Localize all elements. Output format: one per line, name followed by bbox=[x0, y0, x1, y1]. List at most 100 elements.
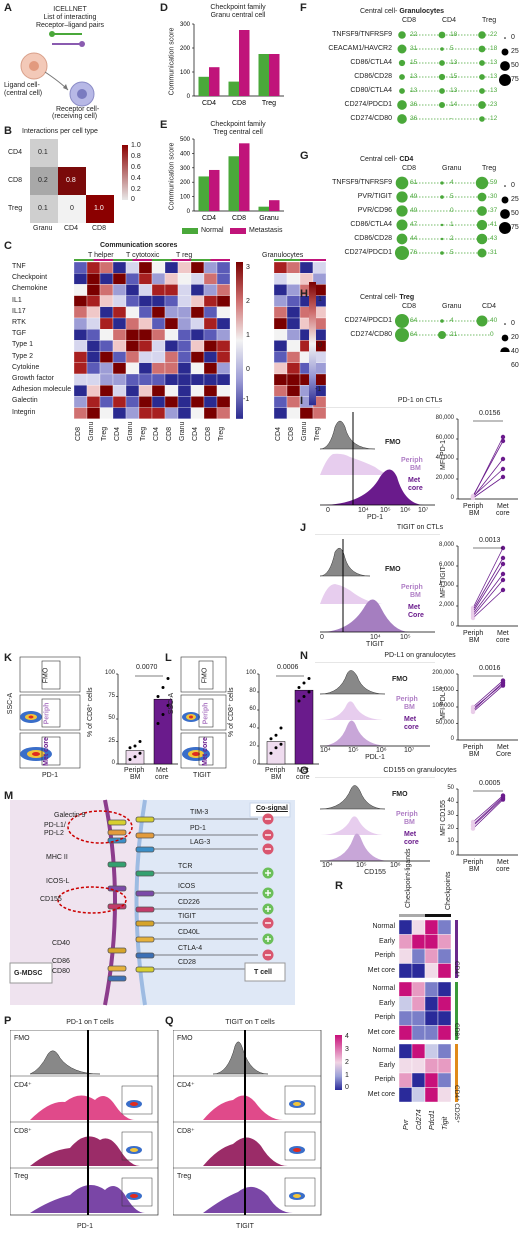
heatmap-cell bbox=[86, 273, 101, 285]
y-tick-label: 200 bbox=[180, 180, 191, 186]
heatmap-cell bbox=[125, 317, 140, 330]
hist-tick: 10⁵ bbox=[380, 507, 391, 514]
heatmap-col-label: Granu bbox=[179, 421, 186, 441]
y-tick-label: 50,000 bbox=[435, 719, 454, 726]
heatmap-col-cd8: CD8 bbox=[92, 225, 107, 232]
pair-line bbox=[472, 547, 504, 609]
receptor-shape bbox=[135, 966, 155, 973]
data-point bbox=[138, 751, 142, 755]
scale-right-tick: -1 bbox=[315, 386, 322, 393]
data-point bbox=[269, 737, 273, 741]
heatmap-col-label: Granu bbox=[88, 421, 95, 441]
panel-label-b: B bbox=[4, 125, 12, 137]
heatmap-cell bbox=[286, 317, 301, 330]
pair-line bbox=[472, 797, 504, 827]
heatmap-cell bbox=[203, 396, 218, 408]
heatmap-cell bbox=[273, 373, 288, 386]
legend-metastasis: Metastasis bbox=[249, 227, 283, 234]
point-met bbox=[500, 587, 506, 593]
heatmap-cell bbox=[398, 981, 413, 997]
y-tick-label: 40 bbox=[249, 724, 256, 730]
dot-row-label: CD274/PDCD1 bbox=[344, 101, 392, 108]
heatmap-cell bbox=[398, 1010, 413, 1026]
size-legend-dot bbox=[500, 61, 510, 71]
heatmap-cell bbox=[86, 284, 101, 296]
heatmap-cell bbox=[138, 261, 153, 274]
heatmap-cell bbox=[286, 261, 301, 274]
scale-left-tick: -1 bbox=[243, 396, 250, 403]
heatmap-row-label: IL17 bbox=[12, 307, 26, 315]
data-point bbox=[156, 722, 160, 725]
heatmap-cell bbox=[151, 351, 166, 363]
ligand-label: Galectin 9 bbox=[54, 812, 86, 819]
heatmap-cell bbox=[190, 284, 205, 296]
data-point bbox=[128, 758, 132, 761]
heatmap-row-label: Early bbox=[379, 1061, 395, 1069]
cell-value: 0.8 bbox=[66, 177, 76, 184]
point-met bbox=[500, 474, 506, 480]
heatmap-cell bbox=[164, 407, 179, 419]
heatmap-cell bbox=[273, 351, 288, 363]
dot-value: 37 bbox=[490, 207, 498, 214]
heatmap-cell bbox=[190, 273, 205, 285]
y-tick-label: 4,000 bbox=[438, 582, 454, 588]
heatmap-cell bbox=[151, 329, 166, 341]
ligand-cell-label: Ligand cell- bbox=[4, 82, 40, 89]
dot-col-header: CD4 bbox=[482, 303, 497, 310]
heatmap-cell bbox=[411, 1025, 426, 1041]
dot-value: 64 bbox=[410, 331, 418, 338]
dot bbox=[396, 233, 408, 245]
panel-label-e: E bbox=[160, 119, 168, 131]
hist-xlabel: TIGIT bbox=[236, 1223, 254, 1230]
y-tick-label: 300 bbox=[180, 22, 191, 28]
bar-normal bbox=[258, 54, 269, 96]
heatmap-cell bbox=[437, 1010, 452, 1026]
dot-value: 30 bbox=[490, 193, 498, 200]
x-tick-label: BM bbox=[271, 774, 282, 781]
heatmap-cell bbox=[216, 306, 231, 319]
flow-fmo: FMO bbox=[201, 667, 209, 684]
heatmap-cell bbox=[125, 295, 140, 307]
dot bbox=[439, 88, 445, 94]
hist-periph: Periph bbox=[401, 584, 423, 591]
pair-line bbox=[472, 795, 504, 823]
heatmap-cell bbox=[112, 261, 127, 274]
y-tick-label: 200 bbox=[180, 46, 191, 52]
heatmap-cell bbox=[112, 329, 127, 341]
heatmap-cell bbox=[203, 329, 218, 341]
heatmap-cell bbox=[164, 340, 179, 352]
heatmap-cell bbox=[138, 329, 153, 341]
heatmap-row-label: Met core bbox=[367, 966, 395, 974]
dot-value: 14 bbox=[450, 101, 458, 108]
x-tick-label: BM bbox=[130, 774, 141, 781]
heatmap-cell bbox=[177, 329, 192, 341]
heatmap-cell bbox=[177, 362, 192, 375]
heatmap-cell bbox=[273, 396, 288, 408]
x-tick-label: Met bbox=[497, 503, 509, 510]
data-point bbox=[133, 744, 137, 748]
heatmap-cell bbox=[99, 317, 114, 330]
heatmap-col-label: Treg bbox=[101, 426, 108, 441]
x-tick-label: Met bbox=[156, 767, 168, 774]
size-legend-label: 0 bbox=[511, 34, 515, 41]
group-bar-normal bbox=[191, 259, 211, 261]
heatmap-cell bbox=[398, 996, 413, 1012]
heatmap-cell bbox=[138, 351, 153, 363]
size-legend-label: 25 bbox=[511, 196, 519, 203]
cell-value: 0.1 bbox=[38, 149, 48, 156]
dot bbox=[399, 74, 405, 80]
scale-left-tick: 3 bbox=[246, 264, 250, 271]
data-point bbox=[269, 751, 273, 755]
scale-tick: 1 bbox=[345, 1072, 349, 1079]
y-axis-label: % of CD8⁺ cells bbox=[228, 687, 235, 737]
receptor-label: TIGIT bbox=[178, 913, 196, 920]
dot bbox=[477, 206, 487, 216]
y-tick-label: 0 bbox=[450, 495, 454, 501]
size-legend-label: 50 bbox=[511, 210, 519, 217]
dot bbox=[398, 31, 406, 39]
dot bbox=[479, 60, 485, 66]
y-tick-label: 0 bbox=[450, 736, 454, 742]
ligand-shape bbox=[107, 903, 127, 910]
heatmap-cell bbox=[437, 934, 452, 950]
heatmap-cell bbox=[273, 329, 288, 341]
